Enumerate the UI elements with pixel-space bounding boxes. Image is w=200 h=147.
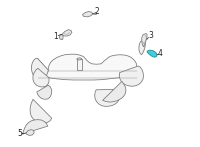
Text: 5: 5 xyxy=(17,129,22,138)
Polygon shape xyxy=(95,89,120,106)
Polygon shape xyxy=(147,50,157,57)
Polygon shape xyxy=(119,66,144,86)
Polygon shape xyxy=(59,34,63,40)
Polygon shape xyxy=(33,68,49,87)
Polygon shape xyxy=(142,34,147,47)
Polygon shape xyxy=(82,12,93,17)
Polygon shape xyxy=(38,54,137,80)
Polygon shape xyxy=(22,120,48,134)
Bar xyxy=(77,59,82,70)
Text: 3: 3 xyxy=(148,31,153,40)
Text: 2: 2 xyxy=(94,7,99,16)
Text: 1: 1 xyxy=(53,32,58,41)
Polygon shape xyxy=(32,58,48,79)
Polygon shape xyxy=(103,81,126,102)
Polygon shape xyxy=(37,85,52,99)
Text: 4: 4 xyxy=(158,49,163,58)
Polygon shape xyxy=(30,99,52,123)
Polygon shape xyxy=(26,130,34,135)
Polygon shape xyxy=(139,41,145,55)
Polygon shape xyxy=(62,30,72,36)
Ellipse shape xyxy=(77,58,82,60)
